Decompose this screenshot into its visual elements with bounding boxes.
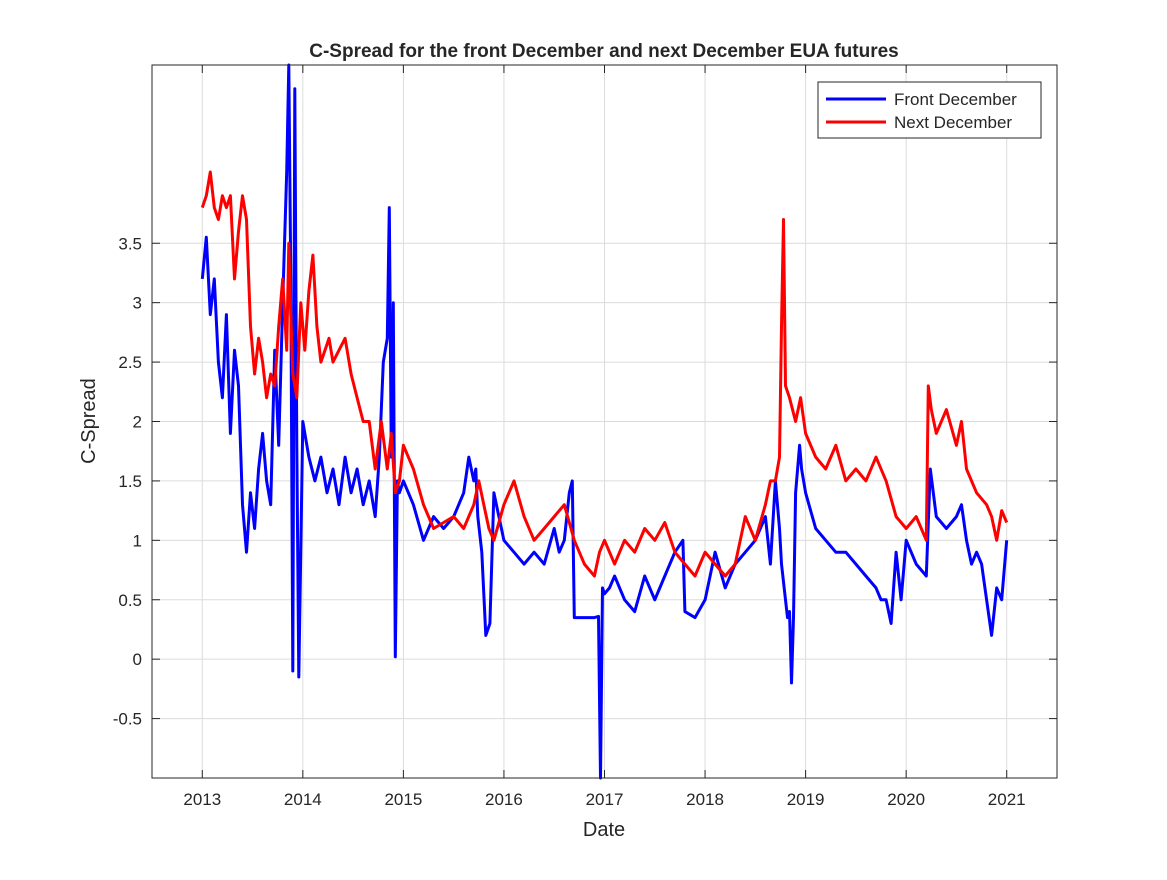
legend: Front December Next December: [817, 81, 1042, 139]
x-tick-label: 2013: [183, 790, 221, 809]
x-tick-label: 2014: [284, 790, 322, 809]
y-tick-label: 3: [133, 294, 142, 313]
x-tick-label: 2016: [485, 790, 523, 809]
legend-label-front-december: Front December: [894, 90, 1017, 109]
x-axis-label: Date: [583, 819, 625, 841]
y-tick-label: 2.5: [118, 353, 142, 372]
x-tick-label: 2017: [586, 790, 624, 809]
x-tick-label: 2015: [384, 790, 422, 809]
y-tick-label: 1: [133, 531, 142, 550]
y-tick-label: 2: [133, 413, 142, 432]
y-axis-label: C-Spread: [78, 378, 100, 464]
legend-box: [817, 81, 1042, 139]
grid-layer: [152, 65, 1057, 778]
y-tick-label: 3.5: [118, 234, 142, 253]
y-tick-label: -0.5: [113, 710, 142, 729]
y-tick-label: 0: [133, 650, 142, 669]
chart-title: C-Spread for the front December and next…: [309, 41, 898, 62]
y-tick-label: 1.5: [118, 472, 142, 491]
x-tick-label: 2021: [988, 790, 1026, 809]
legend-label-next-december: Next December: [894, 113, 1012, 132]
y-tick-label: 0.5: [118, 591, 142, 610]
series-layer: [200, 63, 1009, 780]
series-line-front-december: [200, 63, 1009, 780]
series-line-next-december: [200, 170, 1009, 578]
x-tick-label: 2020: [887, 790, 925, 809]
tick-layer: 2013 2014 2015 2016 2017 2018 2019 2020 2021-0.5…: [113, 65, 1057, 809]
x-tick-label: 2018: [686, 790, 724, 809]
x-tick-label: 2019: [787, 790, 825, 809]
